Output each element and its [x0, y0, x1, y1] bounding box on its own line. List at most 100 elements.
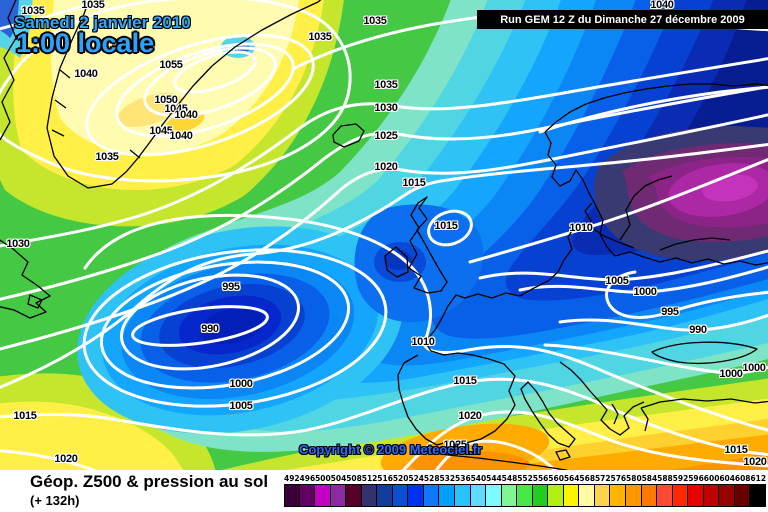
pressure-label: 1005 — [605, 275, 629, 287]
scale-value: 596 — [688, 474, 704, 483]
pressure-label: 1045 — [164, 103, 188, 115]
scale-value: 540 — [470, 474, 487, 483]
scale-value: 588 — [657, 474, 673, 483]
scale-cell: 612 — [750, 474, 766, 507]
scale-cell: 492 — [284, 474, 300, 507]
scale-cell: 524 — [408, 474, 424, 507]
scale-cell: 588 — [657, 474, 673, 507]
pressure-label: 1015 — [402, 177, 426, 189]
pressure-label: 1020 — [458, 410, 482, 422]
scale-value: 504 — [330, 474, 347, 483]
scale-cell: 516 — [377, 474, 393, 507]
pressure-label: 995 — [222, 281, 240, 293]
scale-swatch — [517, 484, 533, 507]
legend-title: Géop. Z500 & pression au sol — [30, 472, 269, 491]
pressure-label: 1040 — [169, 130, 193, 142]
scale-swatch — [548, 484, 564, 507]
pressure-label: 1040 — [650, 0, 674, 11]
scale-swatch — [688, 484, 704, 507]
scale-swatch — [455, 484, 471, 507]
scale-swatch — [750, 484, 766, 507]
scale-swatch — [641, 484, 658, 507]
scale-cell: 556 — [532, 474, 549, 507]
pressure-label: 1040 — [74, 68, 98, 80]
scale-cell: 552 — [517, 474, 533, 507]
z500-color-scale: 492 496 500 504 508 512 516 520 — [284, 474, 766, 507]
scale-cell: 508 — [346, 474, 362, 507]
scale-cell: 584 — [641, 474, 658, 507]
scale-swatch — [361, 484, 378, 507]
scale-swatch — [610, 484, 627, 507]
scale-value: 508 — [346, 474, 362, 483]
scale-value: 604 — [719, 474, 735, 483]
scale-value: 532 — [439, 474, 456, 483]
scale-cell: 536 — [455, 474, 471, 507]
map-overlay: 1035 1035 1035 1035 1040 1040 1055 1050 1045 1040… — [6, 0, 768, 468]
scale-cell: 528 — [423, 474, 440, 507]
pressure-label: 1035 — [363, 15, 387, 27]
scale-cell: 596 — [688, 474, 704, 507]
scale-cell: 532 — [439, 474, 455, 507]
scale-value: 580 — [626, 474, 642, 483]
scale-value: 608 — [734, 474, 751, 483]
scale-cell: 512 — [361, 474, 378, 507]
scale-cell: 504 — [330, 474, 347, 507]
pressure-label: 1020 — [54, 453, 78, 465]
scale-value: 524 — [408, 474, 425, 483]
scale-cell: 540 — [470, 474, 487, 507]
scale-value: 612 — [750, 474, 767, 483]
scale-swatch — [703, 484, 720, 507]
scale-value: 520 — [392, 474, 409, 483]
scale-cell: 592 — [672, 474, 689, 507]
scale-value: 544 — [486, 474, 502, 483]
pressure-label: 1015 — [434, 220, 458, 232]
scale-swatch — [439, 484, 456, 507]
scale-cell: 576 — [610, 474, 626, 507]
scale-value: 576 — [610, 474, 627, 483]
pressure-label: 990 — [201, 323, 219, 335]
pressure-label: 1015 — [453, 375, 477, 387]
scale-value: 560 — [548, 474, 564, 483]
scale-cell: 608 — [734, 474, 751, 507]
scale-value: 556 — [532, 474, 549, 483]
local-time-line: 1:00 locale — [16, 28, 155, 58]
scale-swatch — [315, 484, 331, 507]
scale-swatch — [563, 484, 580, 507]
scale-swatch — [594, 484, 611, 507]
scale-swatch — [423, 484, 440, 507]
weather-map — [0, 0, 768, 470]
scale-swatch — [532, 484, 549, 507]
scale-swatch — [330, 484, 347, 507]
scale-value: 500 — [315, 474, 331, 483]
scale-swatch — [626, 484, 642, 507]
pressure-label: 1055 — [159, 59, 183, 71]
pressure-label: 1050 — [154, 94, 178, 106]
scale-cell: 520 — [392, 474, 409, 507]
scale-swatch — [392, 484, 409, 507]
legend-forecast-hour: (+ 132h) — [30, 493, 80, 508]
pressure-label: 1010 — [569, 222, 593, 234]
pressure-label: 1015 — [724, 444, 748, 456]
scale-cell: 496 — [299, 474, 316, 507]
scale-value: 512 — [361, 474, 378, 483]
scale-swatch — [486, 484, 502, 507]
pressure-label: 1005 — [229, 400, 253, 412]
scale-swatch — [470, 484, 487, 507]
scale-swatch — [284, 484, 300, 507]
scale-value: 516 — [377, 474, 393, 483]
pressure-label: 1010 — [411, 336, 435, 348]
pressure-label: 1020 — [374, 161, 398, 173]
scale-cell: 600 — [703, 474, 720, 507]
scale-value: 548 — [501, 474, 518, 483]
scale-value: 572 — [594, 474, 611, 483]
scale-cell: 548 — [501, 474, 518, 507]
scale-cell: 564 — [563, 474, 580, 507]
scale-value: 552 — [517, 474, 533, 483]
scale-swatch — [299, 484, 316, 507]
pressure-label: 1045 — [149, 125, 173, 137]
scale-value: 592 — [672, 474, 689, 483]
scale-cell: 544 — [486, 474, 502, 507]
scale-swatch — [734, 484, 751, 507]
pressure-label: 1035 — [21, 5, 45, 17]
